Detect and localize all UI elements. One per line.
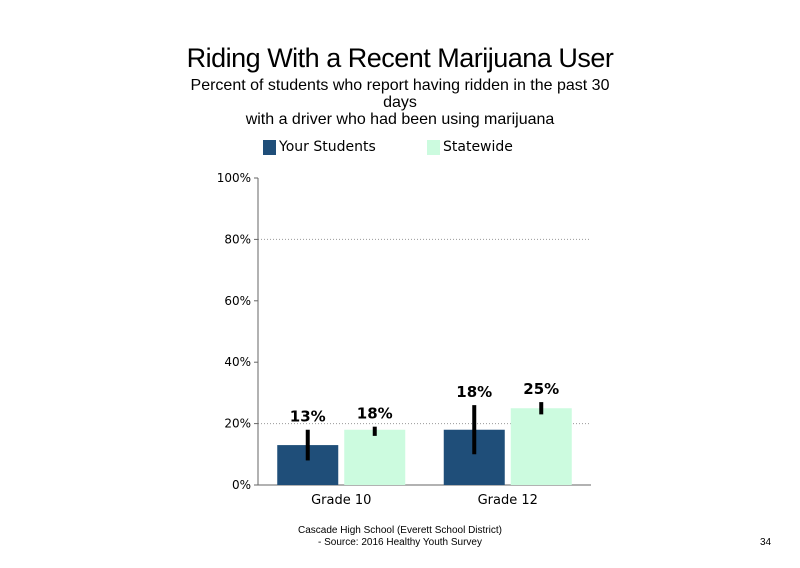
legend-swatch-statewide <box>427 139 440 155</box>
legend-swatch-your-students <box>263 139 276 155</box>
legend-label-statewide: Statewide <box>443 139 513 155</box>
data-label: 18% <box>456 383 492 401</box>
y-tick-label: 60% <box>224 294 251 308</box>
legend-item-statewide: Statewide <box>427 139 513 155</box>
chart-footer: Cascade High School (Everett School Dist… <box>250 525 550 549</box>
x-category-label: Grade 12 <box>478 493 538 508</box>
subtitle-line-2: days <box>383 94 417 111</box>
y-tick-label: 20% <box>224 417 251 431</box>
footer-line-1: Cascade High School (Everett School Dist… <box>298 525 502 536</box>
chart-title: Riding With a Recent Marijuana User <box>186 43 614 73</box>
data-label: 18% <box>357 405 393 423</box>
y-tick-label: 40% <box>224 355 251 369</box>
subtitle-line-3: with a driver who had been using marijua… <box>245 111 555 128</box>
page-number: 34 <box>760 537 772 548</box>
bar-1-0 <box>344 429 406 485</box>
subtitle-line-1: Percent of students who report having ri… <box>190 77 610 94</box>
y-tick-label: 0% <box>232 478 251 492</box>
data-label: 13% <box>290 408 326 426</box>
footer-line-2: - Source: 2016 Healthy Youth Survey <box>318 537 482 548</box>
legend-item-your-students: Your Students <box>263 139 376 155</box>
data-label: 25% <box>523 380 559 398</box>
y-tick-label: 80% <box>224 232 251 246</box>
x-category-label: Grade 10 <box>311 493 371 508</box>
legend-label-your-students: Your Students <box>279 139 376 155</box>
chart-subtitle: Percent of students who report having ri… <box>170 77 630 128</box>
y-tick-label: 100% <box>217 171 251 185</box>
bar-1-1 <box>510 408 572 485</box>
